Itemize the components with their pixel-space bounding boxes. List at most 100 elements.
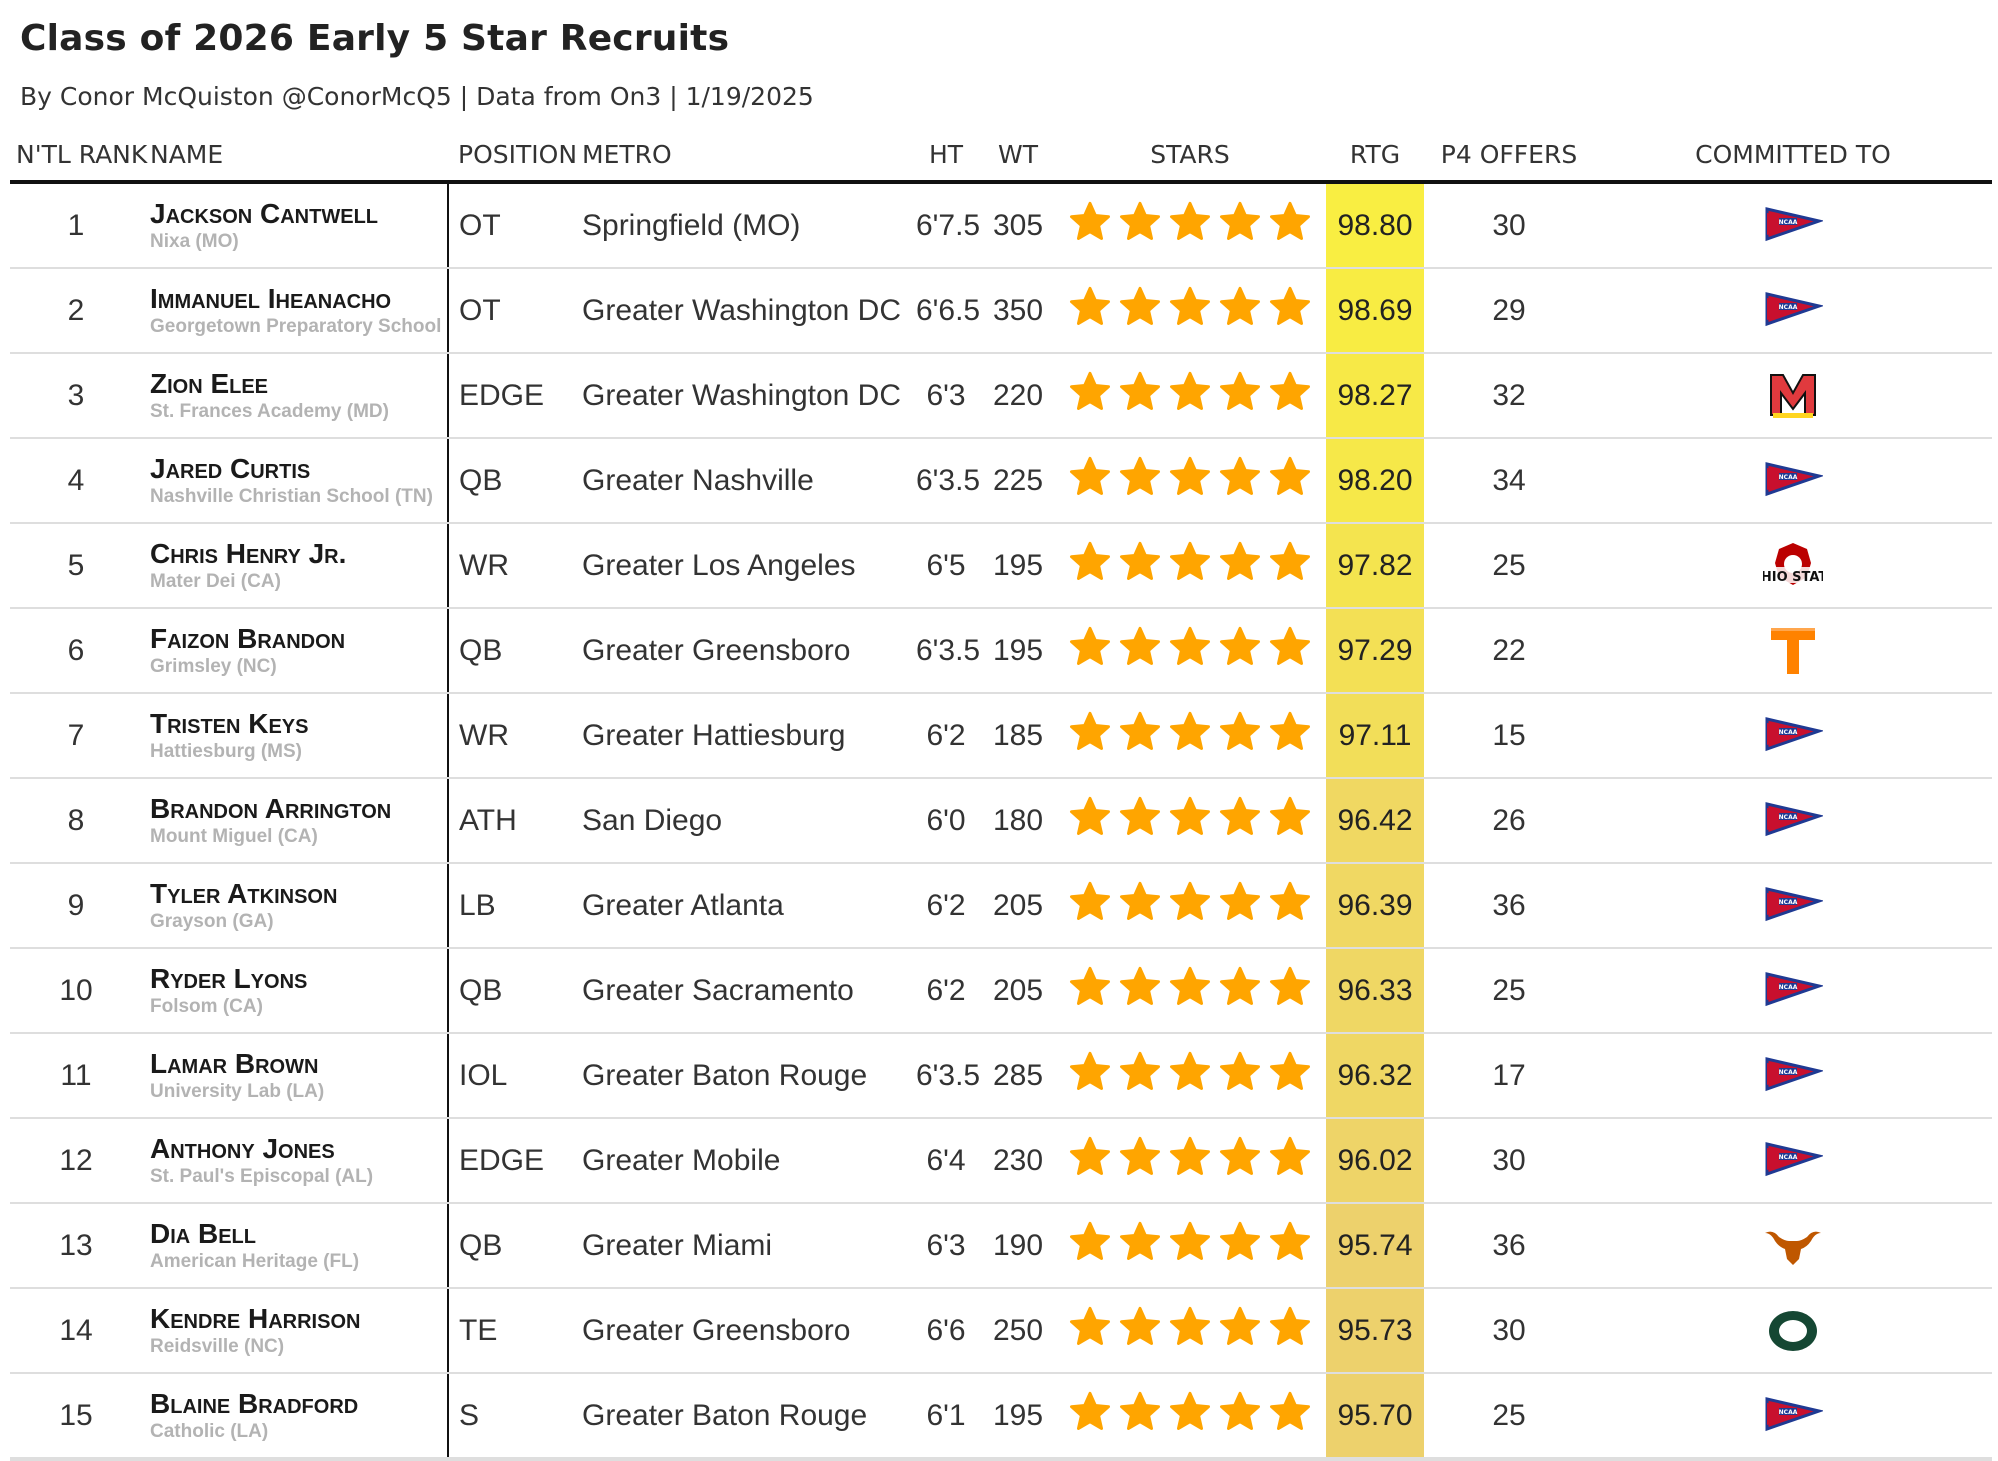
stars-cell	[1054, 608, 1326, 694]
svg-text:NCAA: NCAA	[1779, 1154, 1798, 1161]
svg-text:NCAA: NCAA	[1779, 814, 1798, 821]
player-school: Catholic (LA)	[150, 1420, 269, 1442]
metro-cell: Greater Mobile	[574, 1118, 910, 1204]
star-icon	[1068, 370, 1112, 414]
star-icon	[1168, 1390, 1212, 1434]
player-school: St. Paul's Episcopal (AL)	[150, 1165, 374, 1187]
weight-cell: 225	[982, 438, 1054, 524]
player-name: Tristen Keys	[150, 707, 309, 739]
p4-offers-cell: 29	[1424, 268, 1594, 354]
col-header-stars: STARS	[1054, 128, 1326, 184]
star-icon	[1118, 1050, 1162, 1094]
svg-text:NCAA: NCAA	[1779, 1409, 1798, 1416]
star-icon	[1168, 1220, 1212, 1264]
metro-cell: Greater Washington DC	[574, 268, 910, 354]
player-school: University Lab (LA)	[150, 1080, 325, 1102]
svg-text:NCAA: NCAA	[1779, 899, 1798, 906]
star-icon	[1268, 370, 1312, 414]
ohio-state-icon: OHIO STATE	[1763, 539, 1823, 593]
rating-cell: 96.39	[1326, 863, 1424, 949]
rating-cell: 98.80	[1326, 182, 1424, 269]
p4-offers-cell: 25	[1424, 948, 1594, 1034]
rank-cell: 8	[10, 778, 142, 864]
star-rating	[1068, 965, 1312, 1009]
player-name: Tyler Atkinson	[150, 877, 338, 909]
player-cell: Dia Bell American Heritage (FL)	[142, 1203, 448, 1289]
star-icon	[1118, 965, 1162, 1009]
star-icon	[1168, 540, 1212, 584]
rating-cell: 96.02	[1326, 1118, 1424, 1204]
player-cell: Immanuel Iheanacho Georgetown Preparatory…	[142, 268, 448, 354]
rank-cell: 3	[10, 353, 142, 439]
star-rating	[1068, 795, 1312, 839]
player-cell: Kendre Harrison Reidsville (NC)	[142, 1288, 448, 1374]
table-row: 11 Lamar Brown University Lab (LA) IOL Great…	[10, 1033, 1992, 1119]
rank-cell: 1	[10, 182, 142, 269]
rank-cell: 4	[10, 438, 142, 524]
star-rating	[1068, 625, 1312, 669]
star-icon	[1118, 1220, 1162, 1264]
star-rating	[1068, 1390, 1312, 1434]
height-cell: 6'2	[910, 693, 982, 779]
rating-cell: 96.32	[1326, 1033, 1424, 1119]
star-rating	[1068, 455, 1312, 499]
star-rating	[1068, 1305, 1312, 1349]
position-cell: OT	[447, 182, 574, 269]
star-rating	[1068, 710, 1312, 754]
star-rating	[1068, 200, 1312, 244]
star-icon	[1118, 625, 1162, 669]
weight-cell: 190	[982, 1203, 1054, 1289]
committed-cell: OHIO STATE	[1594, 523, 1992, 609]
stars-cell	[1054, 523, 1326, 609]
star-icon	[1218, 625, 1262, 669]
star-icon	[1118, 710, 1162, 754]
metro-cell: Greater Baton Rouge	[574, 1373, 910, 1461]
star-icon	[1168, 1050, 1212, 1094]
ncaa-icon: NCAA	[1763, 709, 1823, 763]
rank-cell: 11	[10, 1033, 142, 1119]
col-header-wt: WT	[982, 128, 1054, 184]
weight-cell: 230	[982, 1118, 1054, 1204]
star-icon	[1218, 455, 1262, 499]
height-cell: 6'3	[910, 1203, 982, 1289]
stars-cell	[1054, 693, 1326, 779]
p4-offers-cell: 30	[1424, 182, 1594, 269]
player-name: Ryder Lyons	[150, 962, 308, 994]
star-rating	[1068, 880, 1312, 924]
weight-cell: 350	[982, 268, 1054, 354]
stars-cell	[1054, 182, 1326, 269]
player-school: Mater Dei (CA)	[150, 570, 281, 592]
star-icon	[1118, 795, 1162, 839]
star-icon	[1168, 710, 1212, 754]
player-name: Blaine Bradford	[150, 1387, 359, 1419]
position-cell: S	[447, 1373, 574, 1461]
ncaa-icon: NCAA	[1763, 1134, 1823, 1188]
table-row: 4 Jared Curtis Nashville Christian School …	[10, 438, 1992, 524]
p4-offers-cell: 36	[1424, 1203, 1594, 1289]
height-cell: 6'2	[910, 863, 982, 949]
star-icon	[1068, 1050, 1112, 1094]
metro-cell: Greater Greensboro	[574, 1288, 910, 1374]
position-cell: TE	[447, 1288, 574, 1374]
stars-cell	[1054, 778, 1326, 864]
svg-text:NCAA: NCAA	[1779, 984, 1798, 991]
star-icon	[1068, 455, 1112, 499]
header-row: N'TL RANK NAME POSITION METRO HT WT STAR…	[10, 128, 1992, 184]
position-cell: WR	[447, 693, 574, 779]
star-icon	[1168, 370, 1212, 414]
star-icon	[1218, 540, 1262, 584]
committed-cell: NCAA	[1594, 1118, 1992, 1204]
p4-offers-cell: 30	[1424, 1288, 1594, 1374]
p4-offers-cell: 32	[1424, 353, 1594, 439]
star-icon	[1068, 1305, 1112, 1349]
table-row: 14 Kendre Harrison Reidsville (NC) TE Greate…	[10, 1288, 1992, 1374]
weight-cell: 205	[982, 948, 1054, 1034]
star-icon	[1068, 1220, 1112, 1264]
ncaa-icon: NCAA	[1763, 879, 1823, 933]
p4-offers-cell: 36	[1424, 863, 1594, 949]
star-icon	[1218, 285, 1262, 329]
committed-cell: NCAA	[1594, 182, 1992, 269]
stars-cell	[1054, 1288, 1326, 1374]
player-cell: Chris Henry Jr. Mater Dei (CA)	[142, 523, 448, 609]
metro-cell: Greater Hattiesburg	[574, 693, 910, 779]
